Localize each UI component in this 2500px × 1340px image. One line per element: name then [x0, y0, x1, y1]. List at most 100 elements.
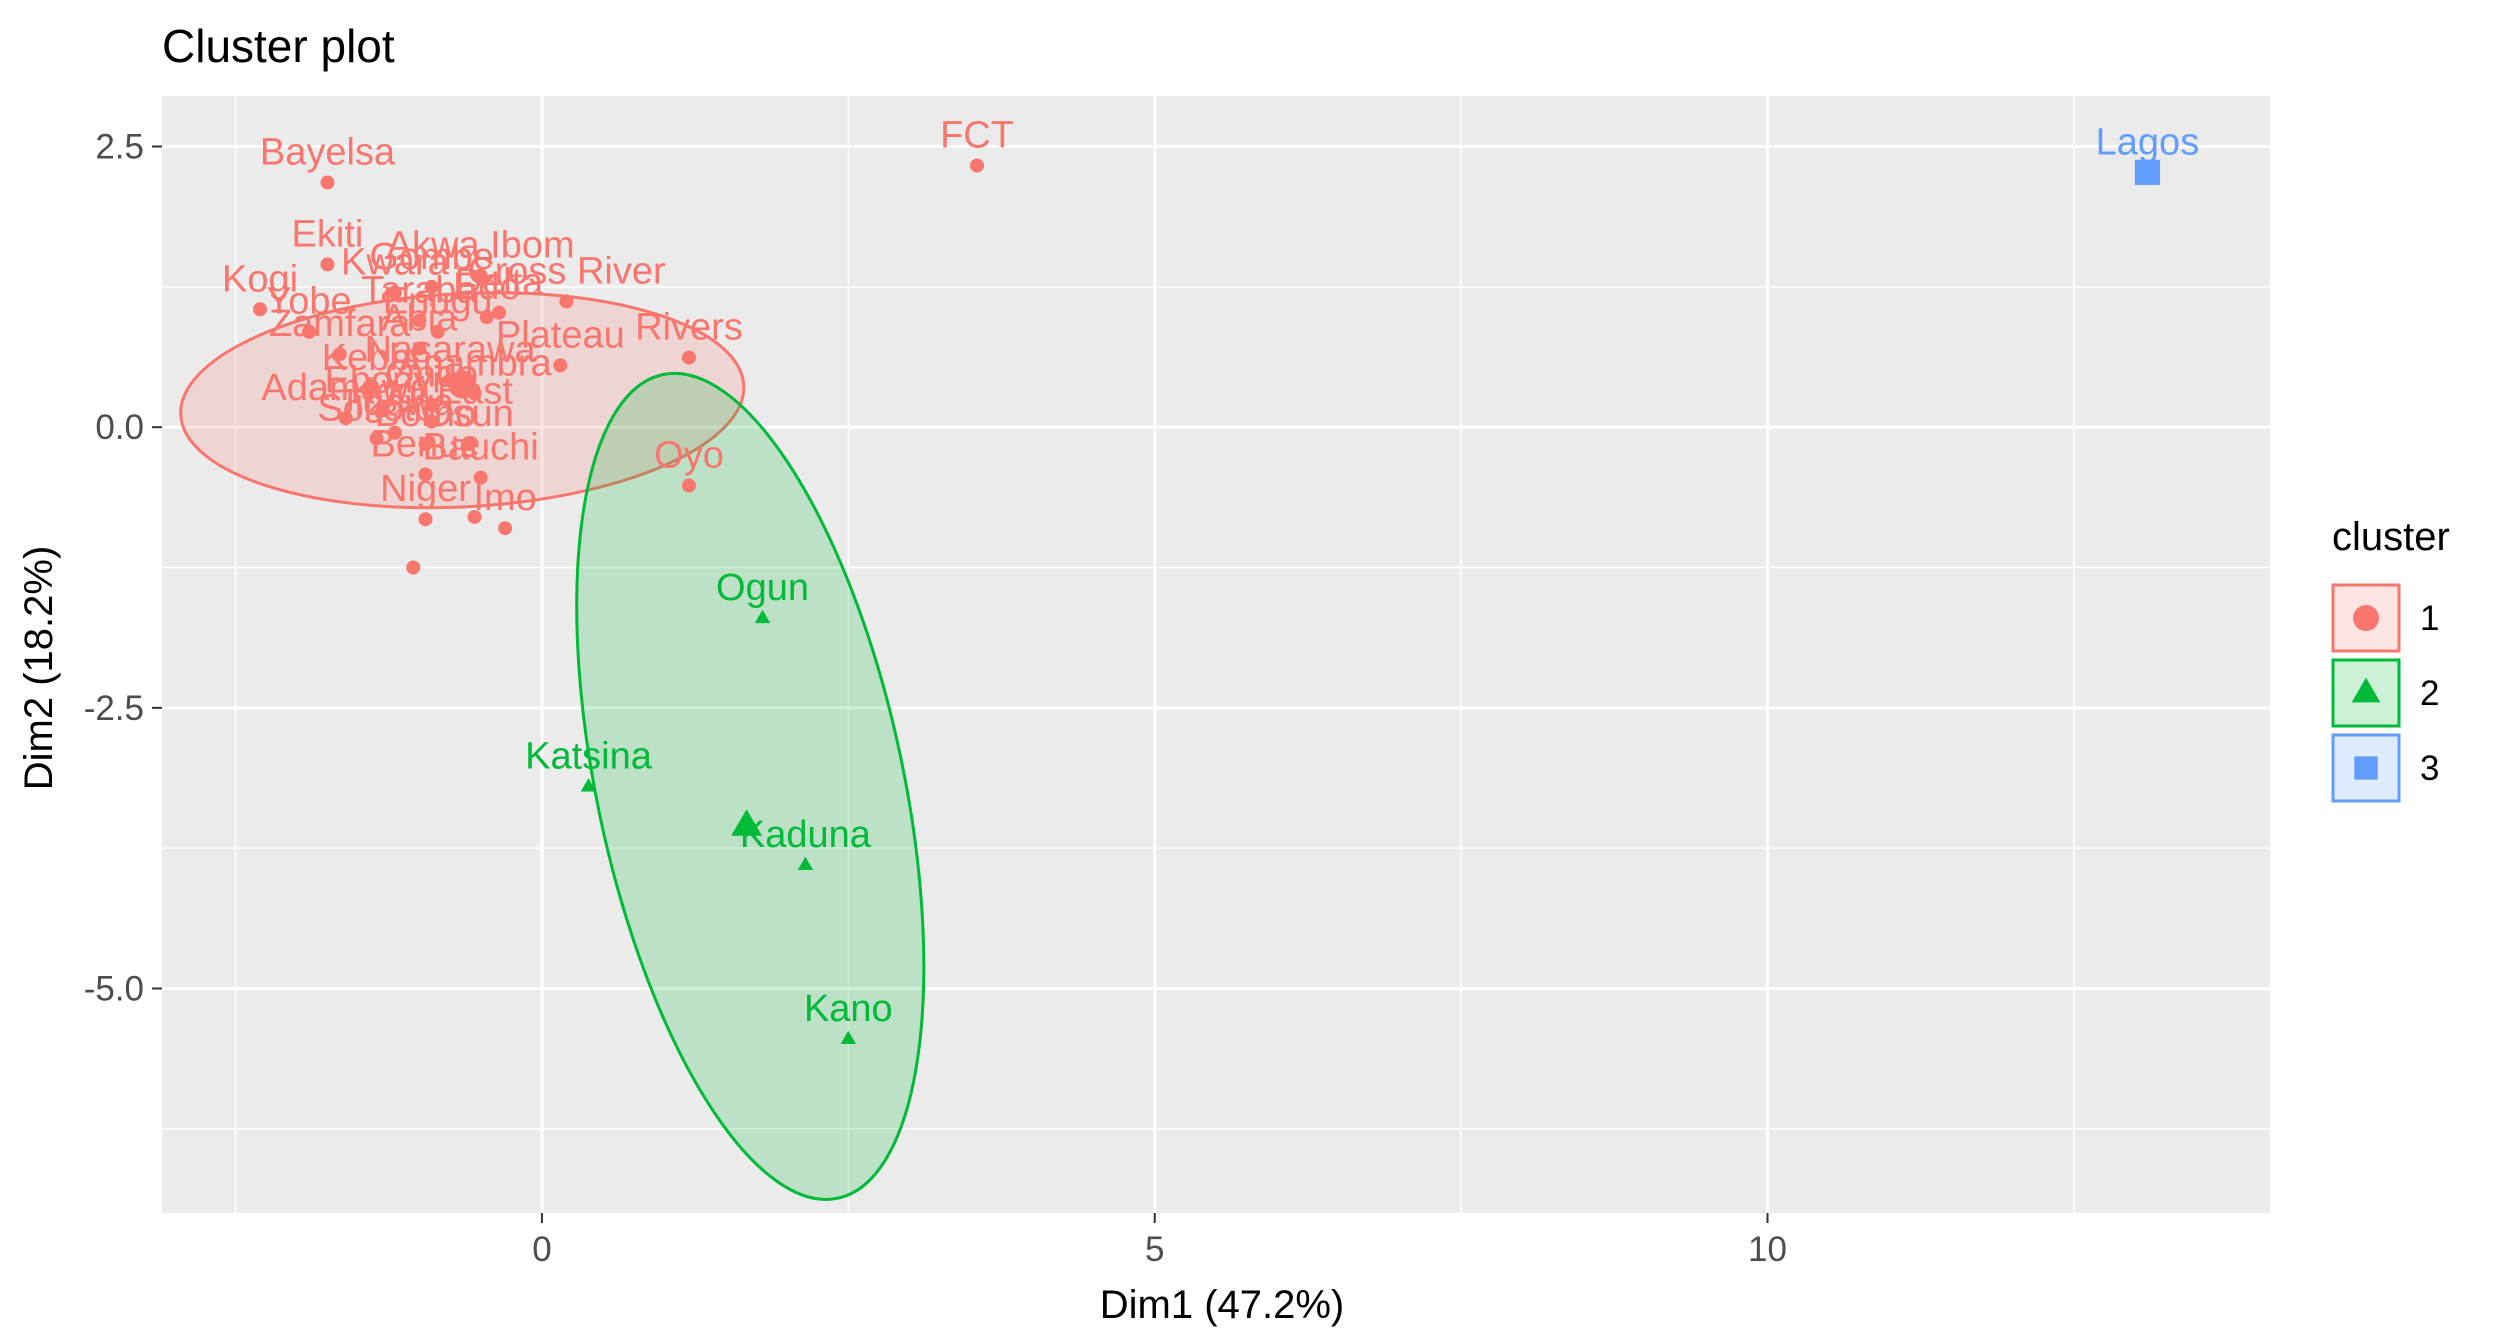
point-ogun	[754, 609, 771, 624]
point-kogi-east	[424, 414, 439, 429]
point-rivers	[682, 350, 696, 365]
point-labels: Bayelsa FCT Ekiti Akwa Ibom Kogi Kwara Cross R…	[222, 115, 2199, 1030]
point-label: Niger	[380, 468, 471, 510]
point-unlabeled	[467, 509, 482, 524]
point-label: Kogi East	[350, 371, 513, 413]
legend-marker-3	[2354, 756, 2378, 780]
point-label: Kano	[804, 988, 893, 1030]
point-benue	[418, 467, 433, 482]
point-label: Ogun	[716, 567, 809, 609]
point-ondo	[424, 397, 439, 412]
chart-title: Cluster plot	[162, 20, 395, 72]
point-label: Akwa Ibom	[387, 225, 575, 267]
point-niger	[418, 512, 433, 527]
point-katsina	[580, 778, 597, 792]
point-kwara	[387, 285, 402, 300]
point-label: Osun	[423, 393, 514, 435]
point-label: FCT	[940, 115, 1014, 157]
legend-label-1: 1	[2420, 599, 2439, 638]
point-edo	[479, 310, 494, 325]
point-label: Ekiti	[292, 213, 364, 255]
y-tick-label: -5.0	[84, 969, 144, 1008]
point-label: Kaduna	[740, 814, 872, 856]
point-kogi	[253, 302, 268, 317]
cluster-centroids	[448, 159, 2161, 836]
point-kaduna	[797, 856, 814, 871]
legend-key-1	[2331, 583, 2401, 653]
y-axis-label: Dim2 (18.2%)	[17, 546, 61, 791]
point-label: Oyo	[654, 435, 724, 477]
point-label: Bayelsa	[260, 131, 396, 173]
plot-panel	[162, 96, 2270, 1213]
point-label: Cross River	[467, 250, 666, 292]
x-tick-label: 10	[1748, 1230, 1787, 1269]
point-plateau	[553, 358, 568, 373]
point-akwa-ibom	[473, 268, 488, 283]
y-tick-label: -2.5	[84, 689, 144, 728]
point-label: Benue	[371, 423, 481, 465]
y-tick-label: 0.0	[95, 408, 144, 447]
point-bayelsa	[320, 175, 335, 190]
data-points	[253, 158, 2154, 1045]
centroid-cluster-1	[448, 370, 477, 399]
point-jigawa	[387, 425, 402, 440]
cluster-2-ellipse	[575, 371, 926, 1201]
y-tick-label: 2.5	[95, 128, 144, 167]
minor-gridlines	[162, 96, 2270, 1213]
point-label: Imo	[473, 477, 536, 519]
point-yobe	[302, 324, 317, 339]
point-label: Kwara	[341, 241, 450, 283]
x-tick-label: 0	[532, 1230, 551, 1269]
point-kebbi	[363, 380, 378, 395]
point-bauchi	[473, 470, 488, 485]
point-label: Delta	[455, 262, 545, 304]
point-abia	[412, 341, 427, 356]
legend-marker-1	[2353, 605, 2379, 631]
point-label: Taraba	[361, 270, 478, 312]
point-ekiti	[320, 257, 335, 272]
y-axis: -5.0 -2.5 0.0 2.5	[84, 128, 162, 1008]
point-cross-river	[559, 294, 574, 309]
point-sokoto	[369, 431, 384, 446]
point-label: Nasarawa	[364, 329, 536, 371]
legend-label-3: 3	[2420, 749, 2439, 788]
x-axis: 0 5 10	[532, 1213, 1787, 1269]
point-borno	[418, 437, 433, 452]
point-label: Katsina	[525, 735, 653, 777]
point-label: Bauchi	[423, 427, 539, 469]
point-label: Lagos	[2096, 121, 2200, 163]
point-taraba	[412, 313, 427, 328]
point-unlabeled	[406, 560, 421, 575]
legend-label-2: 2	[2420, 674, 2439, 713]
legend-marker-2	[2351, 677, 2381, 703]
point-adamawa	[338, 411, 353, 426]
point-label: Ebonyi	[325, 359, 441, 401]
point-fct	[970, 158, 985, 173]
cluster-ellipses	[179, 291, 926, 1201]
point-imo	[498, 521, 513, 536]
point-label: Adamawa	[261, 367, 431, 409]
point-label: Anambra	[397, 342, 552, 384]
point-label: Enugu	[383, 281, 493, 323]
point-ebonyi	[375, 403, 390, 418]
point-delta	[492, 305, 507, 320]
point-label: Kogi	[222, 258, 298, 300]
point-label: Abia	[381, 298, 458, 340]
point-label: Rivers	[635, 307, 743, 349]
x-tick-label: 5	[1145, 1230, 1164, 1269]
legend-title: cluster	[2332, 515, 2450, 559]
x-axis-label: Dim1 (47.2%)	[1100, 1283, 1345, 1327]
point-osun	[461, 437, 476, 452]
point-label: Jigawa	[336, 382, 455, 424]
point-enugu	[430, 324, 445, 339]
point-label: Sokoto	[317, 387, 435, 429]
major-gridlines	[162, 96, 2270, 1213]
point-label: Zamfara	[269, 303, 411, 345]
point-oyo	[682, 478, 696, 493]
point-label: Edo	[453, 266, 521, 308]
point-kano	[840, 1030, 857, 1045]
point-gombe	[424, 279, 439, 294]
centroid-cluster-3	[2134, 159, 2161, 185]
point-label: Kebbi	[322, 337, 419, 379]
